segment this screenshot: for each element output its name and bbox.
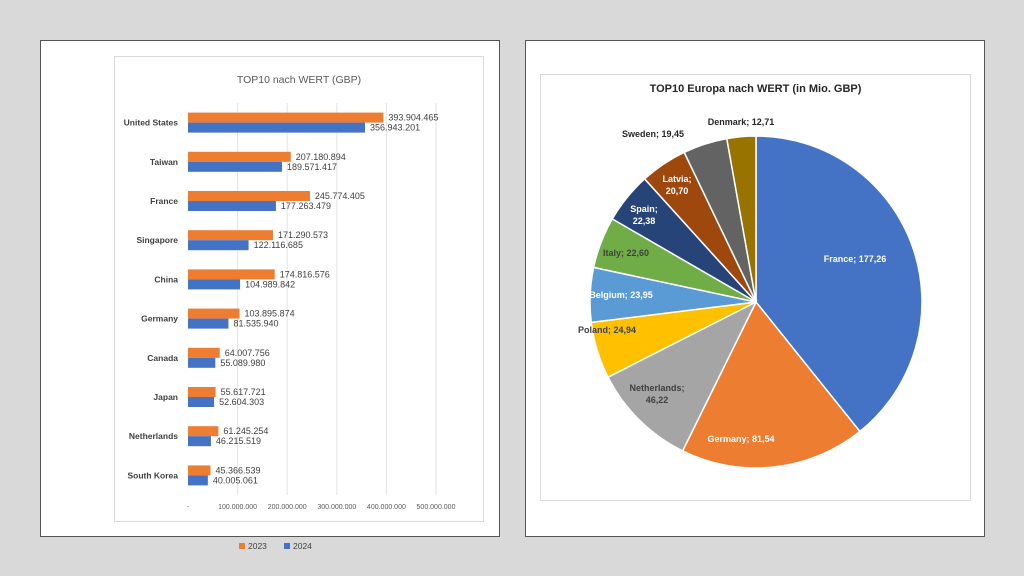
category-label: Germany xyxy=(141,314,178,324)
bar-2023 xyxy=(188,151,291,162)
pie-slice-label: Latvia; 20,70 xyxy=(662,174,691,196)
x-tick-label: 500.000.000 xyxy=(417,504,456,511)
pie-slice-label: Poland; 24,94 xyxy=(578,325,636,335)
pie-slice-label: Spain; 22,38 xyxy=(630,204,658,226)
bar-2024 xyxy=(188,122,366,133)
pie-chart-panel: TOP10 Europa nach WERT (in Mio. GBP) Fra… xyxy=(525,40,985,537)
bar-2024 xyxy=(188,279,241,290)
bar-value-label: 104.989.842 xyxy=(245,279,295,289)
bar-2024 xyxy=(188,397,215,407)
bar-2023 xyxy=(188,269,275,280)
bar-value-label: 52.604.303 xyxy=(219,397,264,407)
bar-value-label: 55.617.721 xyxy=(221,387,266,397)
category-label: Canada xyxy=(147,353,178,363)
category-label: South Korea xyxy=(127,470,178,480)
pie-slice xyxy=(681,300,861,469)
bar-value-label: 356.943.201 xyxy=(370,123,420,133)
pie-slice xyxy=(725,135,757,303)
bar-value-label: 245.774.405 xyxy=(315,191,365,201)
bar-value-label: 189.571.417 xyxy=(287,162,337,172)
bar-2024 xyxy=(188,436,211,447)
legend-label: 2024 xyxy=(293,541,312,551)
bar-value-label: 207.180.894 xyxy=(296,152,346,162)
bar-2024 xyxy=(188,240,249,251)
bar-2023 xyxy=(188,347,220,358)
bar-2024 xyxy=(188,357,216,368)
pie-slice xyxy=(755,135,923,433)
bar-value-label: 174.816.576 xyxy=(280,269,330,279)
pie-slice-label: Sweden; 19,45 xyxy=(622,129,684,139)
legend-swatch-2023 xyxy=(239,543,245,549)
pie-slice-label: Italy; 22,60 xyxy=(603,248,649,258)
bar-2023 xyxy=(188,387,216,397)
bar-value-label: 46.215.519 xyxy=(216,436,261,446)
bar-2023 xyxy=(188,426,219,437)
bar-value-label: 393.904.465 xyxy=(388,113,438,123)
bar-value-label: 40.005.061 xyxy=(213,475,258,485)
x-tick-label: - xyxy=(187,504,190,511)
legend-label: 2023 xyxy=(248,541,267,551)
bar-2024 xyxy=(188,201,276,211)
pie-chart-title: TOP10 Europa nach WERT (in Mio. GBP) xyxy=(649,83,862,95)
category-label: Taiwan xyxy=(150,157,178,167)
pie-slice-label: Belgium; 23,95 xyxy=(589,290,653,300)
bar-2024 xyxy=(188,318,229,329)
x-tick-label: 400.000.000 xyxy=(367,504,406,511)
category-label: Netherlands xyxy=(129,431,178,441)
bar-value-label: 81.535.940 xyxy=(233,319,278,329)
bar-chart-panel: TOP10 nach WERT (GBP) - 100.000.000 200.00… xyxy=(40,40,500,551)
pie-chart-svg: France; 177,26 Germany; 81,54 Netherlands;… xyxy=(578,117,923,469)
pie-slice-label: Germany; 81,54 xyxy=(707,434,774,444)
bar-value-label: 55.089.980 xyxy=(220,358,265,368)
pie-slice-label: Netherlands; 46,22 xyxy=(629,383,684,405)
category-label: China xyxy=(154,274,178,284)
bar-value-label: 122.116.685 xyxy=(254,240,303,250)
x-tick-label: 300.000.000 xyxy=(317,504,356,511)
x-tick-label: 100.000.000 xyxy=(218,504,257,511)
pie-slice-label: France; 177,26 xyxy=(824,254,887,264)
pie-slice xyxy=(606,300,758,452)
category-label: Japan xyxy=(153,392,178,402)
bar-2023 xyxy=(188,191,310,201)
bar-2023 xyxy=(188,230,273,241)
category-label: France xyxy=(150,196,178,206)
bar-2023 xyxy=(188,112,384,123)
bar-2024 xyxy=(188,161,283,172)
bar-value-label: 64.007.756 xyxy=(225,348,270,358)
pie-chart-area: TOP10 Europa nach WERT (in Mio. GBP) Fra… xyxy=(540,74,971,501)
bar-chart-title: TOP10 nach WERT (GBP) xyxy=(236,74,362,86)
bar-value-label: 171.290.573 xyxy=(278,230,328,240)
category-label: United States xyxy=(124,118,179,128)
bar-chart-area: TOP10 nach WERT (GBP) - 100.000.000 200.00… xyxy=(114,56,484,551)
bar-chart-svg: - 100.000.000 200.000.000 300.000.000 400.00… xyxy=(124,103,456,551)
bar-2023 xyxy=(188,465,211,476)
x-tick-label: 200.000.000 xyxy=(268,504,307,511)
legend-swatch-2024 xyxy=(284,543,290,549)
pie-slice-label: Denmark; 12,71 xyxy=(708,117,775,127)
bar-2024 xyxy=(188,475,208,486)
bar-2023 xyxy=(188,308,240,319)
category-label: Singapore xyxy=(136,235,178,245)
bar-value-label: 177.263.479 xyxy=(281,201,331,211)
bar-value-label: 61.245.254 xyxy=(223,426,268,436)
bar-value-label: 103.895.874 xyxy=(245,309,295,319)
bar-value-label: 45.366.539 xyxy=(216,465,261,475)
